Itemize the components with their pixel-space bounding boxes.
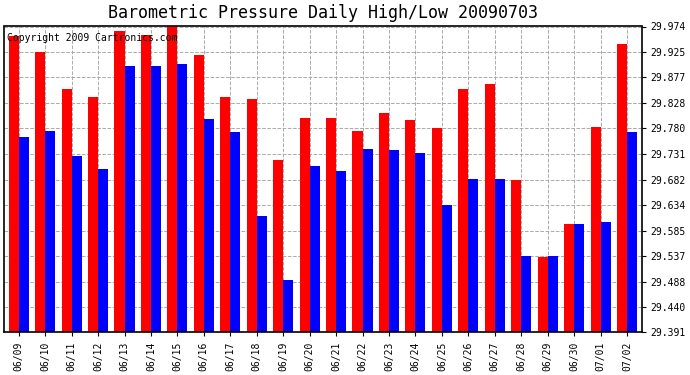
- Title: Barometric Pressure Daily High/Low 20090703: Barometric Pressure Daily High/Low 20090…: [108, 4, 538, 22]
- Bar: [326, 118, 336, 332]
- Bar: [521, 256, 531, 332]
- Bar: [257, 216, 267, 332]
- Bar: [548, 256, 558, 332]
- Bar: [220, 97, 230, 332]
- Bar: [432, 128, 442, 332]
- Bar: [151, 66, 161, 332]
- Bar: [61, 89, 72, 332]
- Bar: [574, 224, 584, 332]
- Bar: [353, 131, 362, 332]
- Bar: [35, 52, 45, 332]
- Bar: [194, 55, 204, 332]
- Bar: [564, 224, 574, 332]
- Bar: [168, 27, 177, 332]
- Bar: [406, 120, 415, 332]
- Bar: [19, 137, 29, 332]
- Bar: [617, 44, 627, 332]
- Bar: [362, 149, 373, 332]
- Bar: [627, 132, 637, 332]
- Bar: [283, 280, 293, 332]
- Bar: [204, 119, 214, 332]
- Bar: [9, 36, 19, 332]
- Bar: [299, 118, 310, 332]
- Bar: [310, 166, 319, 332]
- Bar: [591, 127, 600, 332]
- Bar: [379, 112, 389, 332]
- Bar: [469, 179, 478, 332]
- Bar: [141, 35, 151, 332]
- Bar: [389, 150, 399, 332]
- Bar: [484, 84, 495, 332]
- Bar: [72, 156, 81, 332]
- Bar: [88, 97, 98, 332]
- Bar: [415, 153, 426, 332]
- Bar: [273, 160, 283, 332]
- Bar: [336, 171, 346, 332]
- Bar: [230, 132, 240, 332]
- Bar: [458, 89, 469, 332]
- Bar: [124, 66, 135, 332]
- Bar: [538, 257, 548, 332]
- Bar: [600, 222, 611, 332]
- Bar: [98, 169, 108, 332]
- Bar: [177, 64, 188, 332]
- Text: Copyright 2009 Cartronics.com: Copyright 2009 Cartronics.com: [8, 33, 178, 43]
- Bar: [115, 31, 124, 332]
- Bar: [45, 131, 55, 332]
- Bar: [247, 99, 257, 332]
- Bar: [511, 180, 521, 332]
- Bar: [495, 179, 505, 332]
- Bar: [442, 206, 452, 332]
